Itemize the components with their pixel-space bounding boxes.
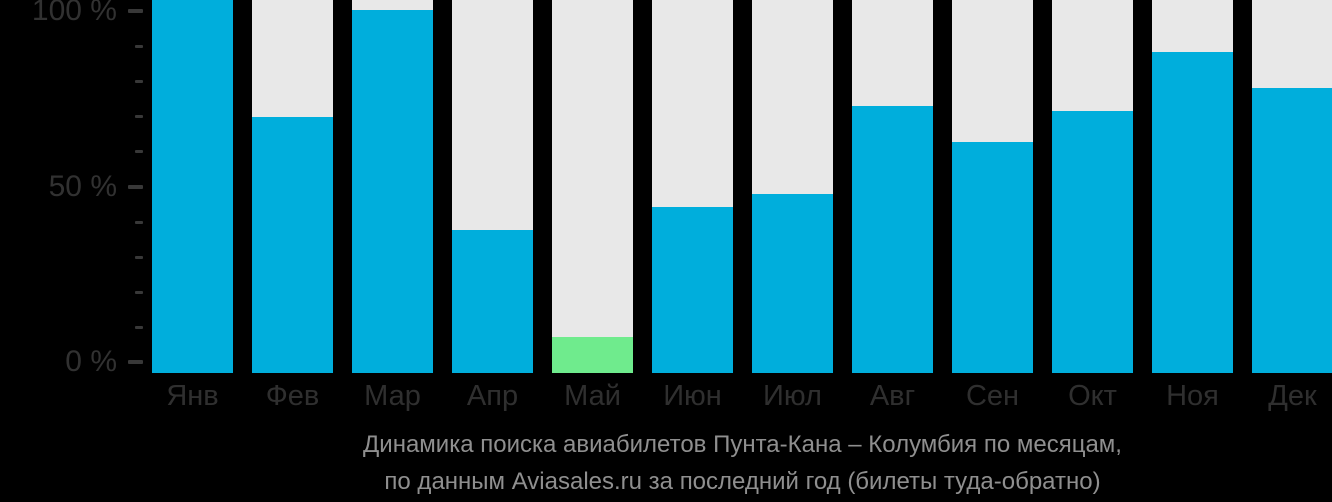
bar-fill xyxy=(952,142,1033,373)
bar-column xyxy=(1052,0,1133,373)
bar-column xyxy=(552,0,633,373)
y-tick-label: 0 % xyxy=(65,345,117,378)
bar-fill xyxy=(552,337,633,373)
y-tick-mark xyxy=(135,80,143,84)
y-tick-mark xyxy=(128,360,143,364)
bar-fill xyxy=(752,194,833,373)
y-tick-mark xyxy=(135,45,143,49)
bar-fill xyxy=(652,207,733,373)
bar-column xyxy=(352,0,433,373)
bar-fill xyxy=(152,0,233,373)
bar-column xyxy=(1252,0,1332,373)
y-tick-label: 100 % xyxy=(31,0,117,27)
y-tick-mark xyxy=(135,290,143,294)
bar-fill xyxy=(1252,88,1332,373)
bar-column xyxy=(152,0,233,373)
x-axis-label: Авг xyxy=(869,380,916,412)
bar-column xyxy=(952,0,1033,373)
y-tick-mark xyxy=(135,255,143,259)
bar-column xyxy=(652,0,733,373)
bar-fill xyxy=(252,117,333,373)
x-axis-label: Июн xyxy=(663,380,722,412)
y-tick-label: 50 % xyxy=(48,169,117,203)
x-axis-label: Сен xyxy=(965,380,1020,412)
x-axis-label: Апр xyxy=(466,380,519,412)
x-axis-label: Фев xyxy=(265,380,320,412)
y-tick-mark xyxy=(135,115,143,119)
bar-fill xyxy=(1052,111,1133,373)
bar-fill xyxy=(452,230,533,373)
y-tick-mark xyxy=(135,150,143,154)
bar-column xyxy=(452,0,533,373)
y-tick-mark xyxy=(135,220,143,224)
x-axis-label: Мар xyxy=(364,380,421,412)
bar-column xyxy=(1152,0,1233,373)
bar-fill xyxy=(352,10,433,373)
y-tick-mark xyxy=(135,325,143,329)
y-tick-mark xyxy=(128,9,143,13)
chart-subtitle: по данным Aviasales.ru за последний год … xyxy=(384,468,1101,495)
bar-column xyxy=(252,0,333,373)
bar-fill xyxy=(852,106,933,373)
x-axis-label: Дек xyxy=(1268,380,1317,412)
bar-column xyxy=(752,0,833,373)
bar-fill xyxy=(1152,52,1233,373)
chart-title: Динамика поиска авиабилетов Пунта-Кана –… xyxy=(363,431,1122,458)
x-axis-label: Ноя xyxy=(1166,380,1219,412)
y-tick-mark xyxy=(128,184,143,189)
x-axis-label: Янв xyxy=(166,380,219,412)
x-axis-label: Июл xyxy=(763,380,822,412)
x-axis-label: Май xyxy=(564,380,621,412)
bar-column xyxy=(852,0,933,373)
x-axis-label: Окт xyxy=(1068,380,1117,412)
